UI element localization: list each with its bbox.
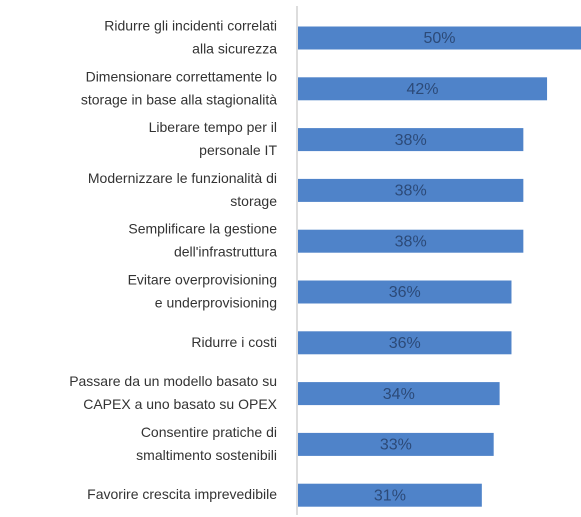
- category-label: Modernizzare le funzionalità di storage: [88, 170, 277, 209]
- value-label: 33%: [380, 437, 412, 454]
- bar: [298, 128, 524, 152]
- bar: [298, 77, 548, 101]
- value-label: 38%: [395, 233, 427, 250]
- value-label: 42%: [407, 81, 439, 98]
- bar: [298, 331, 512, 355]
- category-label: Evitare overprovisioning e underprovision…: [128, 271, 277, 310]
- category-label: Ridurre gli incidenti correlati alla sicu…: [104, 17, 277, 56]
- bar: [298, 178, 524, 202]
- value-label: 31%: [374, 487, 406, 504]
- category-label: Ridurre i costi: [191, 334, 277, 350]
- value-label: 36%: [389, 284, 421, 301]
- bar: [298, 432, 494, 456]
- value-label: 34%: [383, 386, 415, 403]
- category-label: Favorire crescita imprevedibile: [87, 486, 277, 502]
- bar: [298, 483, 482, 507]
- bar: [298, 280, 512, 304]
- category-label: Passare da un modello basato su CAPEX a u…: [69, 373, 277, 412]
- bar: [298, 26, 581, 50]
- bar: [298, 229, 524, 253]
- value-label: 36%: [389, 335, 421, 352]
- category-label: Liberare tempo per il personale IT: [149, 119, 278, 158]
- value-label: 50%: [423, 30, 455, 47]
- category-label: Consentire pratiche di smaltimento sosten…: [136, 424, 277, 463]
- value-label: 38%: [395, 132, 427, 149]
- category-label: Dimensionare correttamente lo storage in …: [81, 68, 277, 107]
- category-label: Semplificare la gestione dell'infrastrutt…: [128, 220, 277, 259]
- value-label: 38%: [395, 183, 427, 200]
- bar: [298, 382, 500, 406]
